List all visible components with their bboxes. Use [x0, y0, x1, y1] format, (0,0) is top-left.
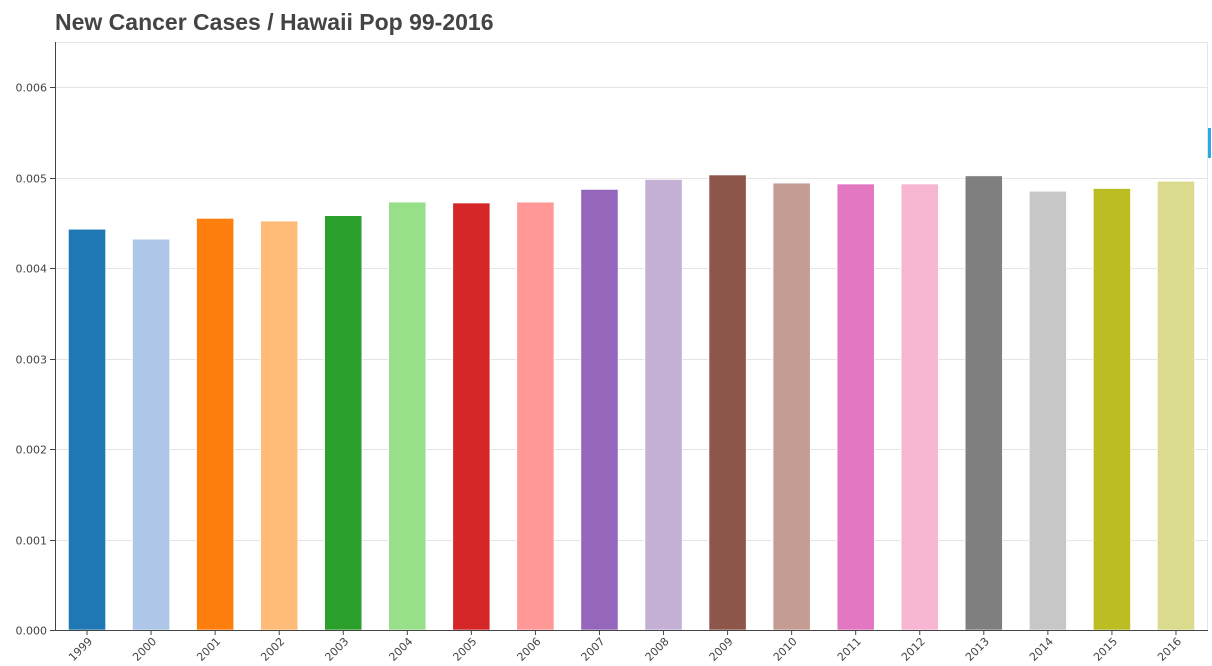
bar-2007[interactable]	[580, 189, 619, 631]
x-tick-label: 1999	[66, 635, 95, 664]
x-tick-label: 2012	[899, 635, 928, 664]
bar-2009[interactable]	[708, 174, 747, 631]
y-tick-label: 0.000	[16, 625, 48, 638]
x-tick-label: 2001	[194, 635, 223, 664]
bar-2010[interactable]	[772, 182, 811, 631]
grid-lines	[55, 87, 1208, 541]
y-tick-label: 0.005	[16, 173, 48, 186]
y-tick-label: 0.006	[16, 82, 48, 95]
x-tick-label: 2007	[579, 635, 608, 664]
x-tick-label: 2003	[322, 635, 351, 664]
bar-2006[interactable]	[516, 201, 555, 631]
y-tick-label: 0.004	[16, 263, 48, 276]
x-tick-label: 2004	[386, 635, 415, 664]
y-tick-label: 0.001	[16, 535, 48, 548]
bar-2003[interactable]	[324, 215, 363, 631]
bar-2011[interactable]	[836, 183, 875, 631]
axes	[50, 42, 1208, 635]
x-tick-label: 2006	[515, 635, 544, 664]
bar-2001[interactable]	[196, 218, 235, 631]
bar-1999[interactable]	[68, 228, 106, 631]
bar-2016[interactable]	[1157, 181, 1195, 631]
x-axis-tick-labels: 1999 2000 2001 2002 2003 2004 2005 2006 2007 2008…	[66, 635, 1184, 664]
x-tick-label: 2015	[1091, 635, 1120, 664]
x-tick-label: 2014	[1027, 635, 1056, 664]
bar-2000[interactable]	[132, 238, 170, 631]
x-tick-label: 2016	[1155, 635, 1184, 664]
bar-2014[interactable]	[1028, 190, 1067, 631]
y-tick-label: 0.003	[16, 354, 48, 367]
bar-2013[interactable]	[964, 175, 1003, 631]
x-tick-label: 2013	[963, 635, 992, 664]
x-tick-label: 2010	[771, 635, 800, 664]
x-tick-label: 2008	[643, 635, 672, 664]
bar-2008[interactable]	[644, 179, 683, 631]
chart-title: New Cancer Cases / Hawaii Pop 99-2016	[55, 9, 494, 35]
y-axis-tick-labels: 0.000 0.001 0.002 0.003 0.004 0.005 0.006	[16, 82, 48, 638]
bar-2015[interactable]	[1093, 188, 1131, 631]
y-tick-label: 0.002	[16, 444, 48, 457]
x-tick-label: 2011	[835, 635, 864, 664]
bar-2004[interactable]	[388, 201, 427, 631]
x-tick-label: 2000	[130, 635, 159, 664]
bars	[68, 174, 1195, 631]
bar-2012[interactable]	[900, 183, 939, 631]
bar-2002[interactable]	[260, 220, 299, 631]
x-tick-label: 2002	[258, 635, 287, 664]
bar-2005[interactable]	[452, 202, 491, 631]
toolbar-edge-marker[interactable]	[1208, 128, 1211, 158]
x-tick-label: 2009	[707, 635, 736, 664]
x-tick-label: 2005	[450, 635, 479, 664]
